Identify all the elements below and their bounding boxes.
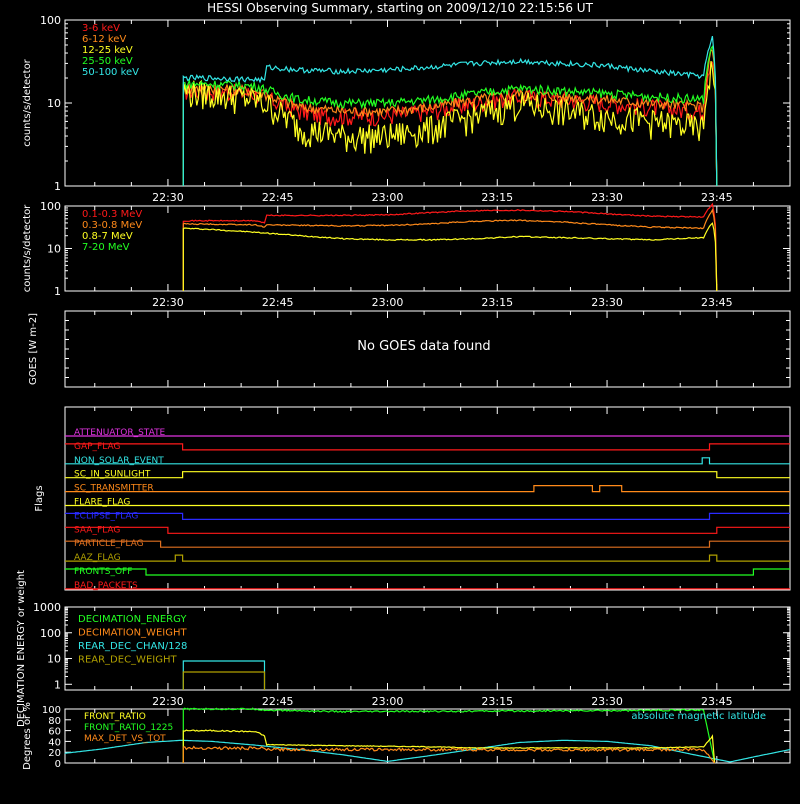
legend-entry: 12-25 keV [82,45,133,56]
flag-line-non-solar-event [65,457,790,465]
series-line-rear-dec-chan-128 [182,660,266,690]
series-line-6-12-kev [182,48,718,187]
flag-label: AAZ_FLAG [74,553,121,563]
x-tick-label: 23:30 [591,695,623,708]
legend-entry: MAX_DET_VS_TOT [84,734,166,744]
flag-label: SAA_FLAG [74,525,120,535]
y-tick-label: 80 [48,716,61,727]
series-line-3-6-kev [182,61,718,187]
legend-entry: DECIMATION_ENERGY [78,614,187,625]
series-line-50-100-kev [182,35,718,187]
legend-entry: 7-20 MeV [82,242,130,253]
x-tick-label: 23:15 [481,296,513,309]
x-tick-label: 23:15 [481,695,513,708]
legend-entry: FRONT_RATIO [84,712,146,722]
page-title: HESSI Observing Summary, starting on 200… [207,1,593,15]
series-line-25-50-kev [182,44,718,187]
y-tick-label: 20 [48,748,61,759]
x-tick-label: 23:00 [372,191,404,204]
flag-line-gap-flag [65,443,790,451]
no-goes-message: No GOES data found [357,339,490,354]
x-tick-label: 22:30 [152,296,184,309]
x-tick-label: 22:45 [262,695,294,708]
legend-entry: 0.1-0.3 MeV [82,209,142,220]
series-line-front-ratio [182,729,716,764]
flag-label: FRONTS_OFF [74,567,132,577]
decimation-panel-frame [64,606,791,691]
y-tick-label: 100 [40,627,61,640]
y-axis-label: Degrees or % [22,702,33,770]
x-tick-label: 23:00 [372,296,404,309]
series-line-0-3-0-8-mev [182,208,718,292]
flag-label: GAP_FLAG [74,442,120,452]
flags-panel-frame [64,406,791,591]
legend-entry: FRONT_RATIO_1225 [84,723,173,733]
legend-entry: 3-6 keV [82,23,120,34]
y-tick-label: 1 [54,285,61,298]
y-tick-label: 60 [48,727,61,738]
y-axis-label: counts/s/detector [22,204,33,292]
x-tick-label: 22:30 [152,191,184,204]
flag-line-aaz-flag [65,554,790,562]
flag-line-fronts-off [65,568,790,576]
y-tick-label: 100 [40,200,61,213]
legend-entry: 25-50 keV [82,56,133,67]
legend-entry: 0.8-7 MeV [82,231,133,242]
y-tick-label: 100 [40,14,61,27]
y-tick-label: 40 [48,737,61,748]
series-line-rear-dec-weight [182,671,266,690]
y-tick-label: 1 [54,678,61,691]
y-tick-label: 100 [42,705,61,716]
flag-line-sc-in-sunlight [65,471,790,479]
x-tick-label: 23:45 [701,296,733,309]
flag-line-particle-flag [65,540,790,548]
ratios-panel-frame [64,708,791,764]
flag-label: PARTICLE_FLAG [74,539,144,549]
y-tick-label: 10 [47,653,61,666]
y-axis-label: GOES [W m-2] [28,313,39,385]
series-line-absolute-magnetic-latitude [64,739,791,763]
legend-entry: DECIMATION_WEIGHT [78,628,187,639]
series-line-12-25-kev [182,60,718,187]
y-axis-label: DECIMATION ENERGY or weight [16,570,27,727]
y-tick-label: 1000 [33,601,61,614]
y-axis-label: counts/s/detector [22,58,33,146]
series-line-0-1-0-3-mev [182,202,718,292]
flag-label: ECLIPSE_FLAG [74,511,138,521]
x-tick-label: 22:30 [152,695,184,708]
series-line-0-8-7-mev [182,222,718,292]
legend-entry: 6-12 keV [82,34,126,45]
legend-entry: 0.3-0.8 MeV [82,220,142,231]
flag-label: FLARE_FLAG [74,498,130,508]
legend-entry: 50-100 keV [82,67,139,78]
flag-label: SC_TRANSMITTER [74,484,154,494]
y-tick-label: 0 [55,759,61,770]
legend-entry: REAR_DEC_WEIGHT [78,655,177,666]
x-tick-label: 23:30 [591,296,623,309]
series-line-max-det-vs-tot [182,745,716,764]
x-tick-label: 22:45 [262,191,294,204]
x-tick-label: 23:15 [481,191,513,204]
flag-label: SC_IN_SUNLIGHT [74,470,151,480]
flag-label: ATTENUATOR_STATE [74,428,166,438]
y-axis-label: Flags [34,485,45,511]
flag-line-sc-transmitter [65,485,790,493]
x-tick-label: 23:45 [701,695,733,708]
flag-label: NON_SOLAR_EVENT [74,456,164,466]
flag-line-eclipse-flag [65,512,790,520]
y-tick-label: 10 [47,243,61,256]
y-tick-label: 1 [54,180,61,193]
flag-label: BAD_PACKETS [74,581,138,591]
legend-entry: absolute magnetic latitude [631,711,766,722]
x-tick-label: 23:30 [591,191,623,204]
x-tick-label: 22:45 [262,296,294,309]
legend-entry: REAR_DEC_CHAN/128 [78,641,187,652]
flag-line-saa-flag [65,526,790,534]
x-tick-label: 23:00 [372,695,404,708]
y-tick-label: 10 [47,97,61,110]
series-line-front-ratio-1225 [182,707,716,764]
x-tick-label: 23:45 [701,191,733,204]
